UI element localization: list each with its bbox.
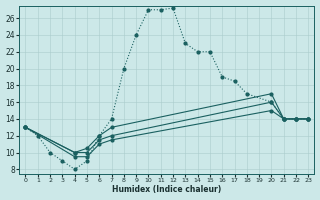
X-axis label: Humidex (Indice chaleur): Humidex (Indice chaleur) xyxy=(112,185,221,194)
